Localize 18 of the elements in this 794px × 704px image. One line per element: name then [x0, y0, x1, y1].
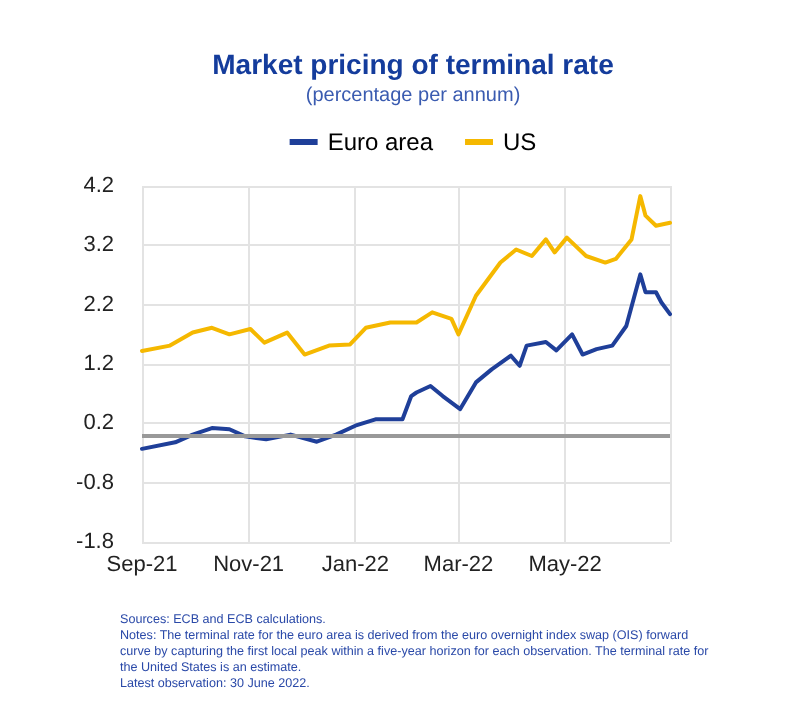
y-tick-label: 4.2 — [83, 174, 114, 198]
y-tick-label: 1.2 — [83, 352, 114, 376]
y-tick-label: -0.8 — [76, 470, 114, 495]
x-tick-label: Jan-22 — [321, 553, 389, 577]
x-tick-label: Mar-22 — [423, 553, 494, 577]
x-tick-label: May-22 — [528, 553, 602, 577]
x-tick-label: Sep-21 — [106, 553, 178, 577]
chart-subtitle: (percentage per annum) — [305, 85, 521, 107]
y-tick-label: 0.2 — [83, 411, 114, 436]
chart-title: Market pricing of terminal rate — [212, 48, 615, 80]
y-tick-label: 2.2 — [83, 292, 114, 317]
line-series — [140, 272, 672, 451]
y-tick-label: -1.8 — [76, 530, 114, 554]
y-tick-label: 3.2 — [83, 233, 114, 258]
legend-label: Euro area — [327, 128, 434, 156]
line-series — [140, 194, 672, 357]
legend-label: US — [503, 128, 537, 156]
x-tick-label: Nov-21 — [213, 553, 285, 577]
